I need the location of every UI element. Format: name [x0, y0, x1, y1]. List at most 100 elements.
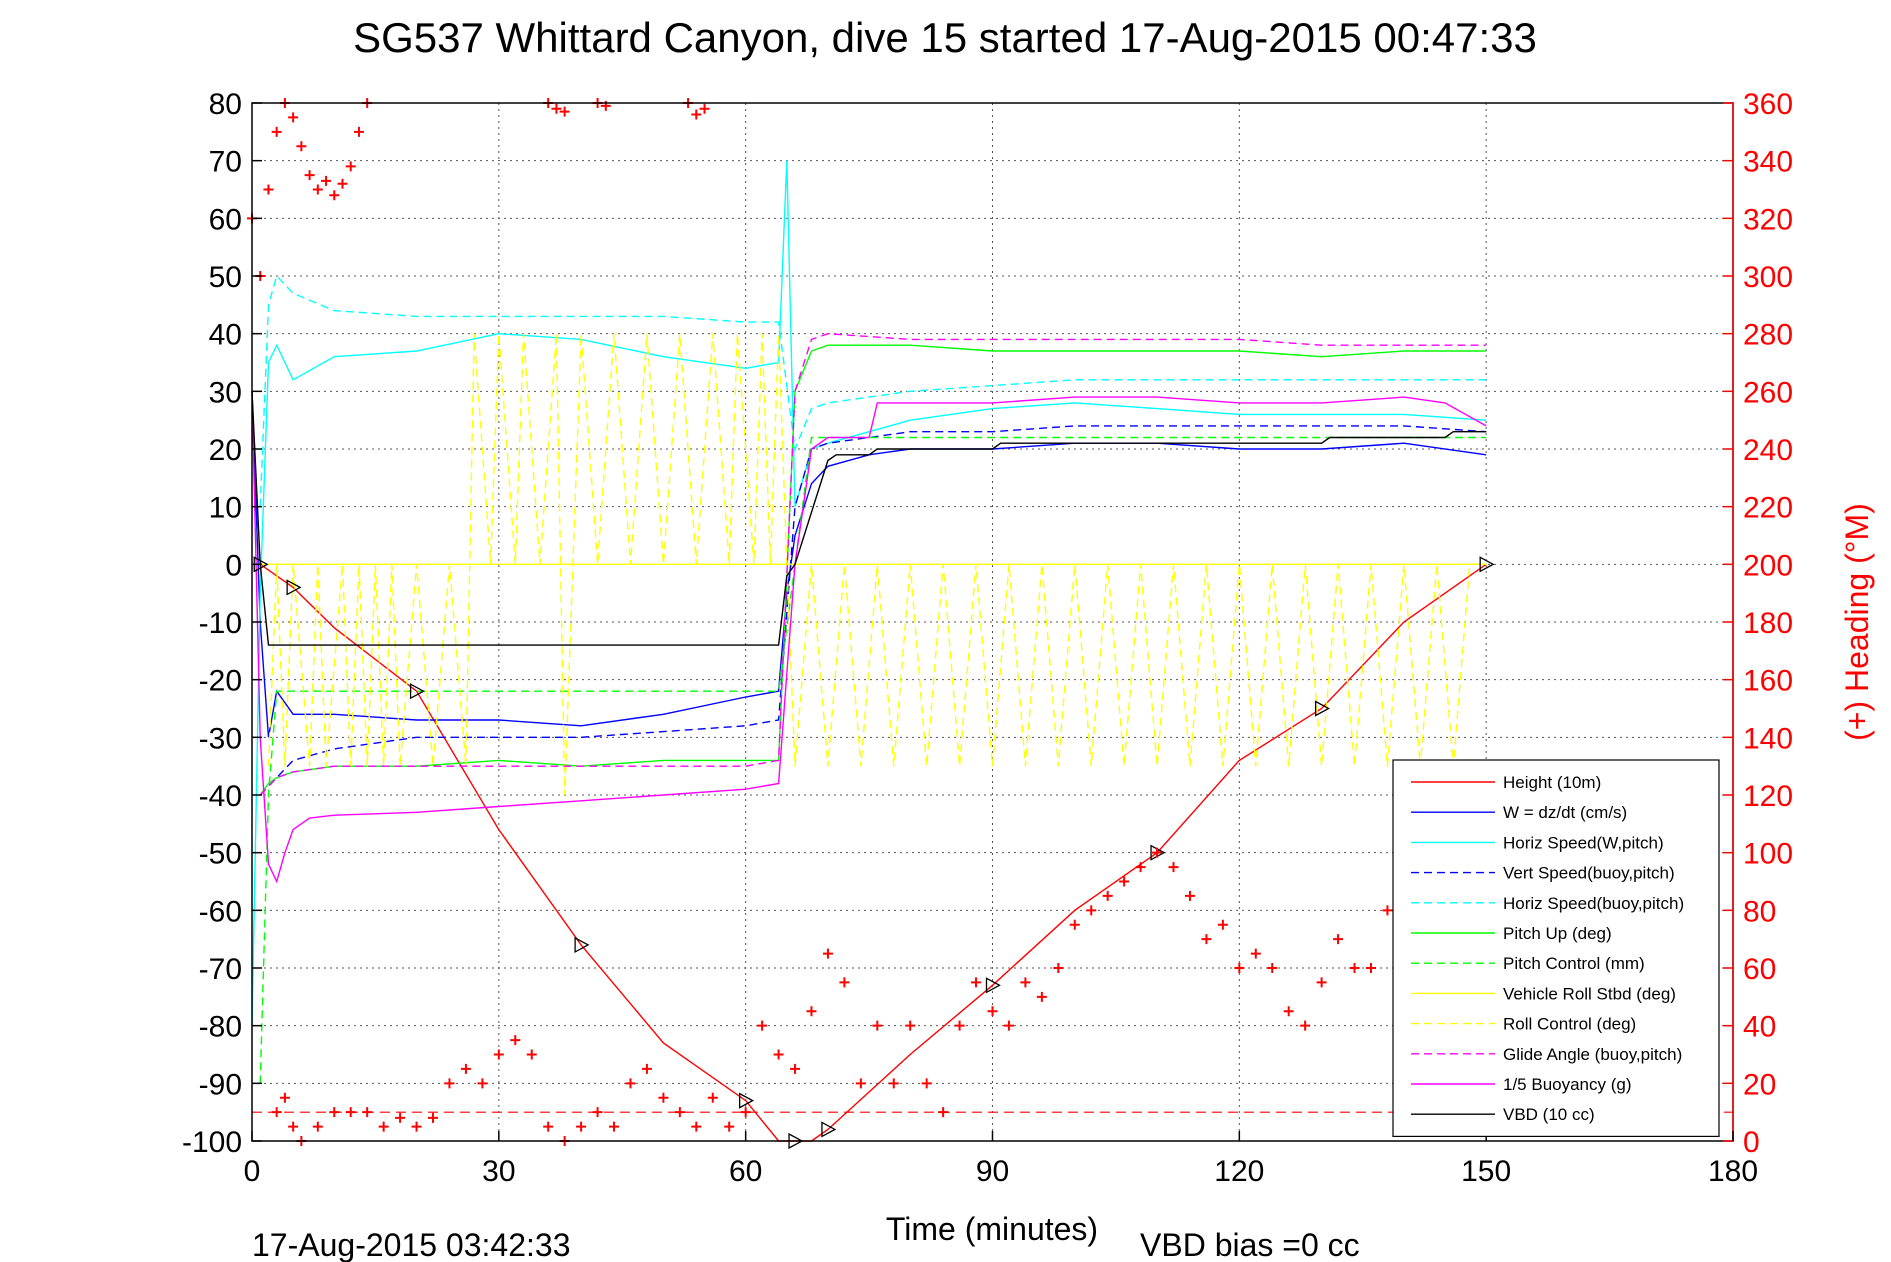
- right-tick-label: 200: [1743, 549, 1793, 582]
- heading-point: [559, 106, 570, 117]
- series-line-3: [259, 425, 1487, 796]
- left-tick-label: -60: [199, 895, 242, 928]
- heading-point: [1020, 977, 1031, 988]
- legend-entry: Horiz Speed(buoy,pitch): [1503, 894, 1684, 913]
- heading-point: [790, 1063, 801, 1074]
- right-tick-label: 320: [1743, 203, 1793, 236]
- left-tick-label: -30: [199, 722, 242, 755]
- x-tick-label: 90: [976, 1155, 1009, 1188]
- left-tick-label: -10: [199, 607, 242, 640]
- right-tick-label: 40: [1743, 1011, 1776, 1044]
- legend: Height (10m) W = dz/dt (cm/s) Horiz Speed(…: [1392, 759, 1720, 1137]
- right-tick-label: 180: [1743, 607, 1793, 640]
- heading-point: [971, 977, 982, 988]
- height-marker: [286, 579, 302, 596]
- left-tick-label: 80: [209, 88, 242, 121]
- heading-point: [822, 948, 833, 959]
- heading-point: [707, 1092, 718, 1103]
- heading-point: [345, 1107, 356, 1118]
- x-axis-ticks: 0 30 60 90 120 150 180: [244, 1131, 1758, 1188]
- heading-point: [641, 1063, 652, 1074]
- heading-point: [1184, 890, 1195, 901]
- right-tick-label: 300: [1743, 261, 1793, 294]
- heading-point: [1003, 1020, 1014, 1031]
- height-marker: [1479, 556, 1495, 573]
- heading-point: [312, 1121, 323, 1132]
- legend-entry: Height (10m): [1503, 773, 1601, 792]
- left-tick-label: 70: [209, 146, 242, 179]
- heading-point: [411, 1121, 422, 1132]
- heading-point: [987, 1006, 998, 1017]
- right-tick-label: 80: [1743, 895, 1776, 928]
- heading-point: [551, 103, 562, 114]
- heading-point: [428, 1112, 439, 1123]
- heading-point: [493, 1049, 504, 1060]
- series-layer: [251, 160, 1733, 1150]
- height-marker: [985, 977, 1001, 994]
- left-tick-label: 10: [209, 492, 242, 525]
- heading-point: [444, 1078, 455, 1089]
- heading-point: [691, 1121, 702, 1132]
- heading-point: [724, 1121, 735, 1132]
- heading-point: [1382, 905, 1393, 916]
- heading-point: [609, 1121, 620, 1132]
- series-line-11: [251, 391, 1487, 646]
- heading-point: [1316, 977, 1327, 988]
- x-tick-label: 120: [1214, 1155, 1264, 1188]
- heading-point: [806, 1006, 817, 1017]
- heading-point: [921, 1078, 932, 1089]
- heading-point: [353, 126, 364, 137]
- left-tick-label: -20: [199, 665, 242, 698]
- heading-point: [329, 190, 340, 201]
- right-axis-ticks: 3603403203002802602402202001801601401201…: [1723, 88, 1793, 1159]
- legend-box: [1392, 759, 1720, 1137]
- footer-timestamp: 17-Aug-2015 03:42:33: [252, 1227, 570, 1262]
- heading-point: [576, 1121, 587, 1132]
- heading-point: [1250, 948, 1261, 959]
- right-tick-label: 120: [1743, 780, 1793, 813]
- series-line-4: [259, 274, 1487, 507]
- left-tick-label: 50: [209, 261, 242, 294]
- legend-entry: Roll Control (deg): [1503, 1015, 1636, 1034]
- series-line-5: [259, 344, 1487, 796]
- heading-point: [1300, 1020, 1311, 1031]
- heading-point: [1102, 890, 1113, 901]
- heading-point: [773, 1049, 784, 1060]
- right-tick-label: 140: [1743, 722, 1793, 755]
- heading-point: [510, 1035, 521, 1046]
- heading-point: [872, 1020, 883, 1031]
- footer-vbd-bias: VBD bias =0 cc: [1140, 1227, 1360, 1262]
- heading-point: [1069, 919, 1080, 930]
- heading-point: [296, 141, 307, 152]
- heading-point: [271, 126, 282, 137]
- heading-point: [1036, 991, 1047, 1002]
- heading-point: [1234, 963, 1245, 973]
- heading-point: [1135, 862, 1146, 873]
- heading-point: [345, 161, 356, 172]
- right-tick-label: 240: [1743, 434, 1793, 467]
- heading-point: [477, 1078, 488, 1089]
- left-tick-label: 40: [209, 319, 242, 352]
- x-tick-label: 60: [729, 1155, 762, 1188]
- right-tick-label: 360: [1743, 88, 1793, 121]
- right-tick-label: 0: [1743, 1126, 1760, 1159]
- heading-point: [658, 1092, 669, 1103]
- heading-point: [1119, 876, 1130, 887]
- x-axis-label: Time (minutes): [886, 1211, 1098, 1247]
- heading-point: [954, 1020, 965, 1031]
- heading-point: [1086, 905, 1097, 916]
- heading-layer: [247, 98, 1409, 1146]
- heading-point: [592, 1107, 603, 1118]
- heading-point: [304, 170, 315, 181]
- heading-point: [625, 1078, 636, 1089]
- heading-point: [1152, 847, 1163, 858]
- heading-point: [329, 1107, 340, 1118]
- left-tick-label: 60: [209, 203, 242, 236]
- heading-point: [855, 1078, 866, 1089]
- heading-point: [1201, 934, 1212, 945]
- heading-point: [888, 1078, 899, 1089]
- legend-entry: 1/5 Buoyancy (g): [1503, 1075, 1632, 1094]
- left-tick-label: 20: [209, 434, 242, 467]
- heading-point: [691, 109, 702, 120]
